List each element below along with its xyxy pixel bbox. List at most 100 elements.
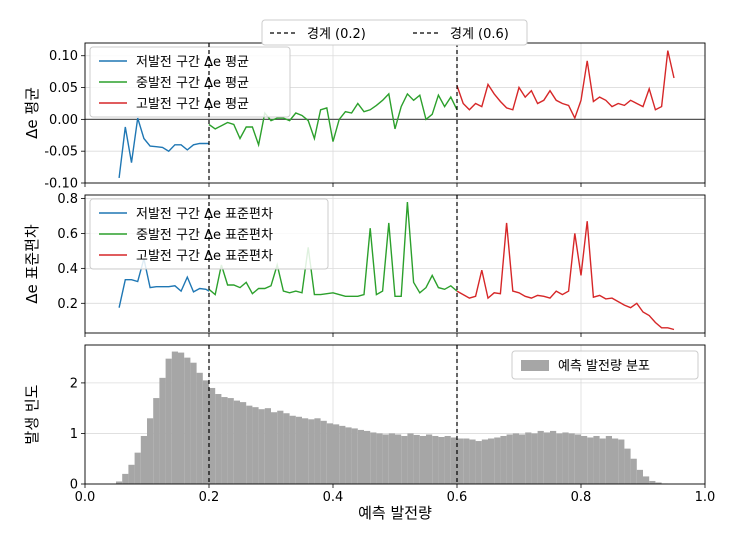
histogram-bar bbox=[277, 410, 284, 484]
histogram-bar bbox=[481, 439, 488, 484]
histogram-bar bbox=[395, 434, 402, 484]
x-tick-label: 0.2 bbox=[199, 490, 220, 505]
histogram-bar bbox=[444, 435, 451, 484]
mid-series-line bbox=[208, 201, 458, 297]
histogram-bar bbox=[494, 437, 501, 484]
x-axis-label: 예측 발전량 bbox=[358, 504, 432, 522]
histogram-bar bbox=[636, 469, 643, 484]
histogram-bar bbox=[295, 416, 302, 484]
histogram-bar bbox=[574, 434, 581, 484]
histogram-bar bbox=[357, 429, 364, 484]
y-axis-label: 발생 빈도 bbox=[23, 384, 41, 444]
y-tick-label: -0.10 bbox=[44, 177, 78, 192]
y-axis-label: Δe 표준편차 bbox=[23, 224, 41, 304]
x-tick-label: 0.0 bbox=[75, 490, 96, 505]
x-tick-label: 1.0 bbox=[695, 490, 716, 505]
histogram-legend-box bbox=[511, 350, 699, 380]
histogram-bar bbox=[419, 435, 426, 484]
histogram-bar bbox=[382, 434, 389, 484]
histogram-bar bbox=[649, 480, 656, 484]
histogram-bar bbox=[116, 481, 123, 484]
histogram-bar bbox=[314, 418, 321, 484]
histogram-bar bbox=[134, 452, 141, 484]
histogram-bar bbox=[432, 435, 439, 484]
x-tick-label: 0.6 bbox=[447, 490, 468, 505]
histogram-bar bbox=[153, 398, 160, 484]
histogram-bar bbox=[240, 402, 247, 484]
x-tick-label: 0.4 bbox=[323, 490, 344, 505]
boundary-legend-box bbox=[261, 19, 528, 46]
boundary-legend: 경계 (0.2) 경계 (0.6) bbox=[261, 19, 528, 46]
boundary-legend-label: 경계 (0.2) bbox=[307, 27, 366, 42]
histogram-legend-label: 예측 발전량 분포 bbox=[558, 359, 650, 374]
histogram-bar bbox=[184, 357, 191, 484]
histogram-bar bbox=[500, 435, 507, 484]
high-series-line bbox=[456, 221, 675, 331]
histogram-bar bbox=[531, 433, 538, 484]
histogram-bar bbox=[202, 380, 209, 484]
histogram-bar bbox=[147, 418, 154, 484]
histogram-bar bbox=[221, 397, 228, 484]
y-tick-label: 0.2 bbox=[57, 297, 78, 312]
histogram-bar bbox=[612, 438, 619, 484]
y-tick-label: 2 bbox=[70, 376, 78, 391]
high-legend-label: 고발전 구간 Δe 평균 bbox=[136, 97, 249, 112]
histogram-bar bbox=[196, 372, 203, 484]
histogram-bar bbox=[605, 435, 612, 484]
histogram-bar bbox=[233, 400, 240, 484]
mid-legend-label: 중발전 구간 Δe 평균 bbox=[136, 76, 249, 91]
histogram-bar bbox=[388, 433, 395, 484]
histogram-bar bbox=[463, 438, 470, 484]
histogram-bar bbox=[128, 464, 135, 484]
histogram-bar bbox=[339, 425, 346, 484]
histogram-bar bbox=[227, 398, 234, 484]
histogram-bar bbox=[351, 428, 358, 484]
histogram-bar bbox=[643, 476, 650, 484]
y-tick-label: 0.10 bbox=[49, 49, 78, 64]
y-tick-label: 0 bbox=[70, 478, 78, 493]
y-tick-label: 1 bbox=[70, 427, 78, 442]
histogram-panel: 2 1 0 발생 빈도 0.0 0.2 0.4 0.6 0.8 1.0 예측 발전량 예측 발전량 분… bbox=[23, 344, 716, 522]
histogram-bar bbox=[562, 432, 569, 484]
histogram-bar bbox=[488, 438, 495, 484]
high-legend-label: 고발전 구간 Δe 표준편차 bbox=[136, 249, 273, 264]
histogram-bar bbox=[252, 407, 259, 484]
histogram-bar bbox=[624, 448, 631, 484]
histogram-bar bbox=[655, 482, 662, 484]
y-tick-label: 0.05 bbox=[49, 81, 78, 96]
histogram-bar bbox=[283, 413, 290, 484]
histogram-bar bbox=[326, 423, 333, 484]
y-tick-label: -0.05 bbox=[44, 145, 78, 160]
histogram-bar bbox=[308, 419, 315, 484]
y-tick-label: 0.4 bbox=[57, 262, 78, 277]
histogram-bar bbox=[413, 434, 420, 484]
y-axis-label: Δe 평균 bbox=[23, 87, 41, 139]
mid-legend-label: 중발전 구간 Δe 표준편차 bbox=[136, 228, 273, 243]
axes-frame bbox=[84, 194, 706, 334]
histogram-bar bbox=[171, 351, 178, 484]
histogram-bar bbox=[630, 458, 637, 484]
y-tick-label: 0.8 bbox=[57, 192, 78, 207]
histogram-bar bbox=[333, 424, 340, 484]
histogram-bar bbox=[519, 434, 526, 484]
histogram-bar bbox=[271, 412, 278, 484]
histogram-bar bbox=[302, 418, 309, 484]
histogram-bar bbox=[618, 439, 625, 484]
histogram-bar bbox=[376, 433, 383, 484]
histogram-bar bbox=[401, 435, 408, 484]
histogram-bar bbox=[320, 420, 327, 484]
histogram-bar bbox=[246, 405, 253, 484]
histogram-bar bbox=[506, 434, 513, 484]
low-series-line bbox=[118, 258, 210, 308]
histogram-bar bbox=[178, 352, 185, 484]
histogram-bar bbox=[543, 432, 550, 484]
histogram-bar bbox=[258, 409, 265, 484]
histogram-bar bbox=[593, 435, 600, 484]
histogram-bar bbox=[475, 441, 482, 484]
y-tick-label: 0.00 bbox=[49, 113, 78, 128]
histogram-bar bbox=[140, 435, 147, 484]
low-legend-label: 저발전 구간 Δe 평균 bbox=[136, 55, 249, 70]
histogram-bar bbox=[159, 377, 166, 484]
histogram-bar bbox=[190, 362, 197, 484]
